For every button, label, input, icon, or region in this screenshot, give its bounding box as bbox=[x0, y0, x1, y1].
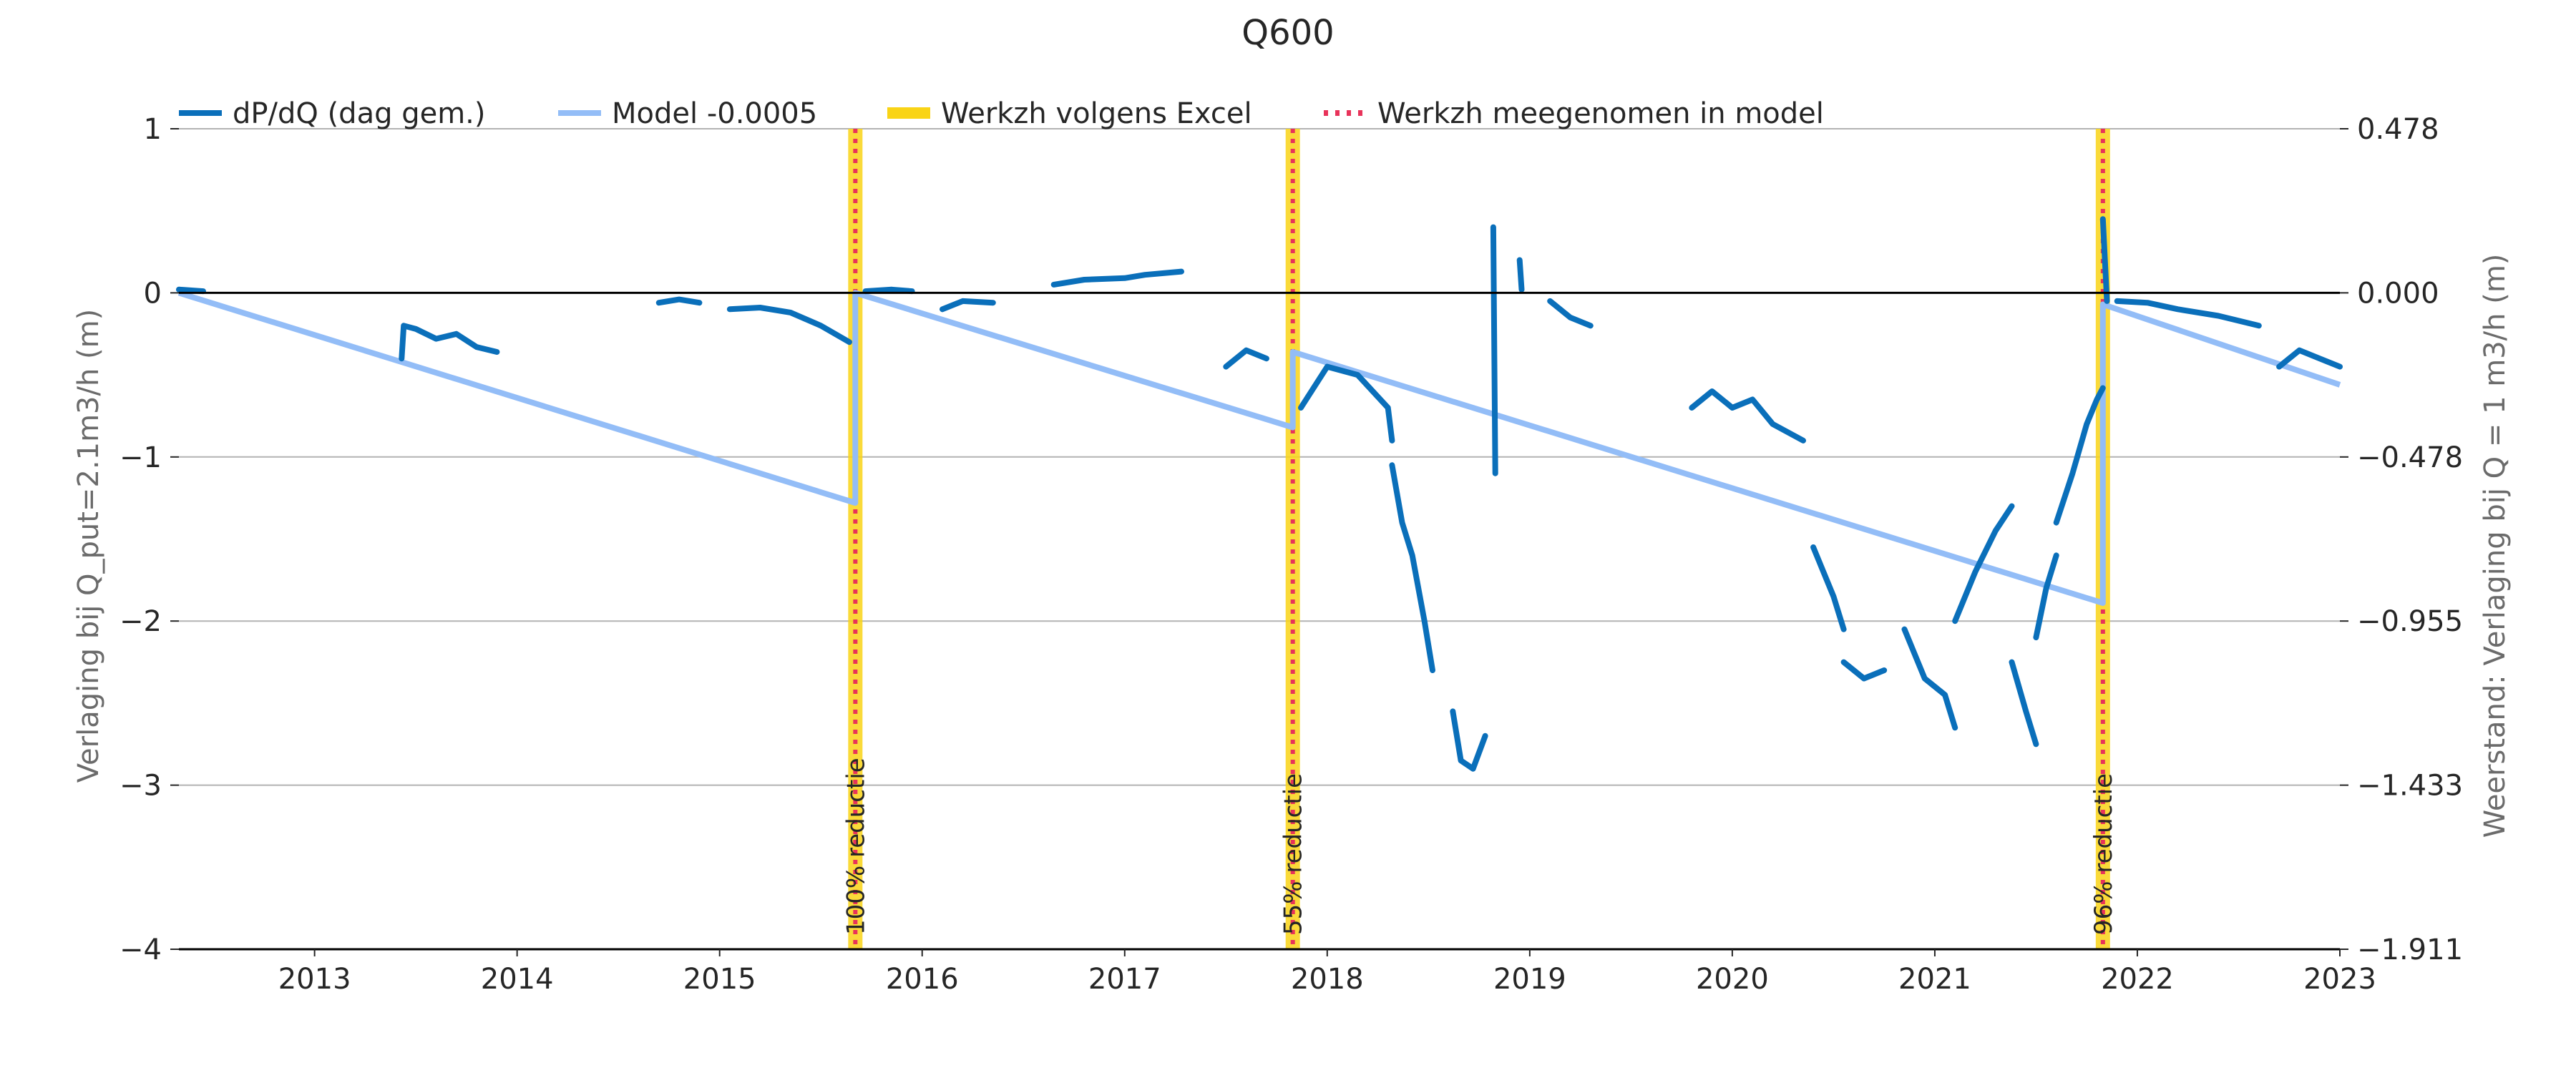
data-segment bbox=[1952, 503, 2015, 624]
data-segment bbox=[1298, 363, 1395, 444]
data-segment bbox=[176, 286, 206, 295]
axes: 2013 2014 2015 2016 2017 2018 2019 2020 2021 2022… bbox=[119, 113, 2463, 996]
y-left-tick-label: 0 bbox=[144, 277, 162, 310]
data-segment bbox=[1547, 298, 1594, 329]
y-axis-left-label: Verlaging bij Q_put=2.1m3/h (m) bbox=[72, 309, 105, 783]
legend-label: Werkzh meegenomen in model bbox=[1377, 97, 1824, 130]
x-tick-label: 2015 bbox=[683, 963, 756, 996]
data-segment bbox=[862, 286, 915, 295]
data-segment bbox=[2099, 216, 2110, 304]
y-left-tick-label: 1 bbox=[144, 113, 162, 146]
x-tick-label: 2014 bbox=[481, 963, 554, 996]
y-axis-right-label: Weerstand: Verlaging bij Q = 1 m3/h (m) bbox=[2479, 254, 2512, 838]
y-left-tick-label: −2 bbox=[119, 605, 162, 638]
legend: dP/dQ (dag gem.) Model -0.0005 Werkzh volg… bbox=[179, 97, 1824, 130]
data-segment bbox=[2009, 659, 2039, 748]
data-segment bbox=[2053, 385, 2106, 526]
maintenance-band bbox=[848, 129, 863, 949]
maintenance-events: 100% reductie 55% reductie 96% reductie bbox=[841, 129, 2118, 949]
data-segment bbox=[2114, 298, 2262, 329]
x-tick-label: 2019 bbox=[1493, 963, 1566, 996]
data-segment bbox=[399, 323, 500, 362]
data-segment bbox=[1689, 388, 1806, 444]
y-right-tick-label: −0.955 bbox=[2357, 605, 2463, 638]
y-right-tick-label: 0.478 bbox=[2357, 113, 2439, 146]
data-segment bbox=[2276, 347, 2343, 370]
y-left-tick-label: −3 bbox=[119, 770, 162, 803]
maintenance-label: 55% reductie bbox=[1279, 773, 1308, 935]
y-right-tick-label: 0.000 bbox=[2357, 277, 2439, 310]
data-segment bbox=[1050, 268, 1184, 288]
y-left-tick-label: −1 bbox=[119, 441, 162, 474]
data-segment bbox=[940, 298, 996, 313]
data-segment bbox=[1450, 708, 1488, 772]
y-right-tick-label: −1.433 bbox=[2357, 770, 2463, 803]
chart-title: Q600 bbox=[1241, 13, 1334, 53]
x-tick-label: 2020 bbox=[1696, 963, 1769, 996]
data-segment bbox=[726, 305, 852, 346]
grid-lines bbox=[179, 128, 2340, 786]
data-segment bbox=[1516, 257, 1525, 293]
data-series bbox=[176, 216, 2343, 772]
legend-label: Werkzh volgens Excel bbox=[941, 97, 1252, 130]
x-tick-label: 2021 bbox=[1898, 963, 1971, 996]
x-tick-label: 2018 bbox=[1291, 963, 1364, 996]
legend-label: Model -0.0005 bbox=[612, 97, 817, 130]
maintenance-label: 100% reductie bbox=[841, 758, 870, 935]
data-segment bbox=[1223, 347, 1269, 370]
data-segment bbox=[1840, 659, 1888, 682]
x-tick-label: 2013 bbox=[278, 963, 351, 996]
y-right-tick-label: −0.478 bbox=[2357, 441, 2463, 474]
model-line bbox=[177, 290, 2341, 606]
maintenance-band bbox=[1285, 129, 1300, 949]
data-segment bbox=[2033, 552, 2059, 641]
y-right-tick-label: −1.911 bbox=[2357, 934, 2463, 966]
legend-label: dP/dQ (dag gem.) bbox=[233, 97, 485, 130]
y-left-tick-label: −4 bbox=[119, 934, 162, 966]
data-segment bbox=[1810, 544, 1847, 632]
x-tick-label: 2017 bbox=[1088, 963, 1161, 996]
data-segment bbox=[1901, 626, 1958, 731]
data-segment bbox=[1490, 224, 1498, 476]
maintenance-label: 96% reductie bbox=[2089, 773, 2118, 935]
x-tick-label: 2023 bbox=[2303, 963, 2376, 996]
data-segment bbox=[655, 296, 703, 306]
x-tick-label: 2016 bbox=[886, 963, 959, 996]
data-segment bbox=[1389, 462, 1435, 673]
x-tick-label: 2022 bbox=[2101, 963, 2174, 996]
